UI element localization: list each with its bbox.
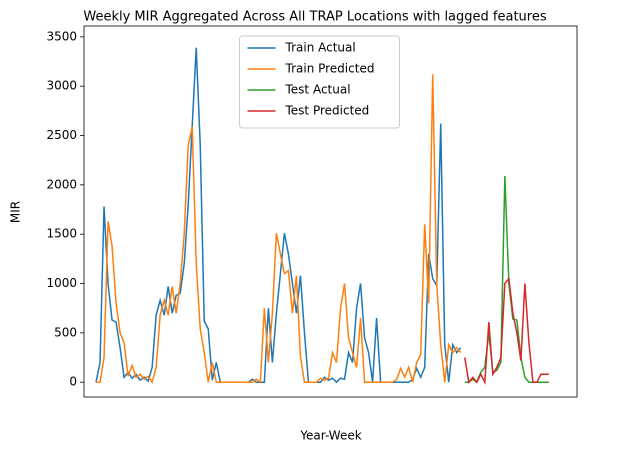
plot-frame [83, 25, 578, 398]
y-tick-label: 500 [54, 325, 77, 339]
y-tick-label: 3000 [46, 79, 77, 93]
series-line [464, 276, 549, 385]
legend-label: Train Predicted [285, 62, 375, 76]
series-line [96, 74, 462, 384]
legend-label: Train Actual [285, 41, 356, 55]
y-axis-label: MIR [9, 201, 23, 223]
y-tick-label: 2500 [46, 128, 77, 142]
x-axis-label: Year-Week [299, 429, 361, 443]
series-line [464, 175, 549, 384]
legend-label: Test Predicted [285, 104, 370, 118]
y-tick-label: 0 [69, 375, 77, 389]
y-tick-label: 1500 [46, 227, 77, 241]
legend: Train Actual Train Predicted Test Actual Te… [239, 35, 400, 129]
legend-box [239, 35, 400, 129]
y-tick-label: 3500 [46, 29, 77, 43]
legend-label: Test Actual [285, 83, 351, 97]
chart-title: Weekly MIR Aggregated Across All TRAP Lo… [83, 10, 546, 25]
series-line [95, 47, 462, 384]
y-tick-label: 2000 [46, 177, 77, 191]
y-tick-label: 1000 [46, 276, 77, 290]
